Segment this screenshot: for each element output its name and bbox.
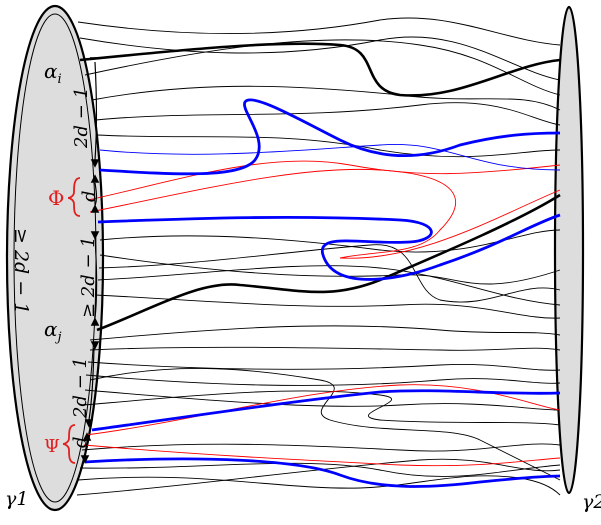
psi-label: Ψ <box>44 436 60 457</box>
gap-middle-label: ≥ 2d − 1 <box>78 236 99 318</box>
left-tube-boundary <box>5 4 105 512</box>
boundary-segments <box>84 61 98 456</box>
outer-bound-label: ≥ 2d − 1 <box>10 228 32 314</box>
phi-red-strands <box>83 160 561 467</box>
gap-upper-label: 2d − 1 <box>71 87 92 149</box>
gap-phi-label: d <box>79 190 100 202</box>
thin-black-strands <box>76 17 561 496</box>
phi-label: Φ <box>48 186 64 210</box>
red-braces <box>62 177 81 464</box>
gamma-2-label: γ2 <box>582 491 601 513</box>
thick-blue-strands <box>84 98 561 488</box>
psi-thin-blue-strands <box>99 143 561 171</box>
alpha-i-label: αi <box>44 59 62 87</box>
gamma-1-label: γ1 <box>5 488 28 510</box>
right-tube-boundary <box>553 5 585 495</box>
alpha-j-label: αj <box>44 317 62 345</box>
thick-black-strands <box>79 42 561 332</box>
gap-lower-label: 2d − 1 <box>70 357 91 419</box>
gap-psi-label: d <box>70 436 91 448</box>
